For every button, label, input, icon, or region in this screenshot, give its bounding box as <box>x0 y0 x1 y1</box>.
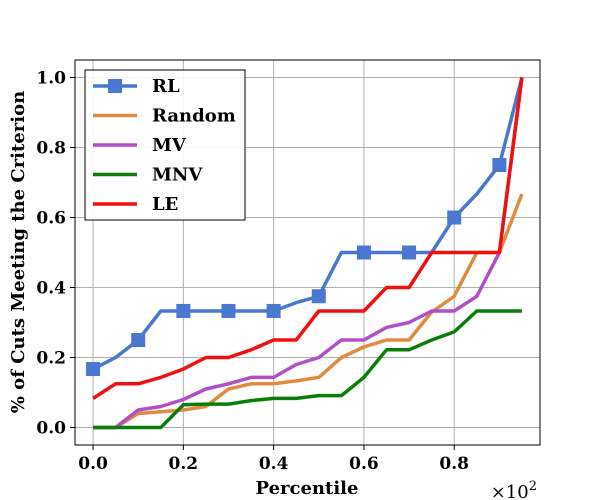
x-tick-label: 0.2 <box>169 454 199 474</box>
x-axis-label: Percentile <box>256 478 359 499</box>
plot-frame <box>74 59 541 446</box>
legend-label-rl: RL <box>152 76 180 97</box>
data-point-rl <box>402 245 417 260</box>
y-tick-label: 0.2 <box>36 349 66 369</box>
data-point-rl <box>492 158 507 172</box>
data-point-rl <box>266 303 281 318</box>
y-axis-label: % of Cuts Meeting the Criterion <box>8 91 29 413</box>
x-tick-label: 0.4 <box>259 454 289 474</box>
legend-marker-rl <box>108 79 122 93</box>
legend-label-mnv: MNV <box>152 165 203 186</box>
data-point-rl <box>356 245 371 260</box>
series-lines <box>86 77 524 430</box>
y-tick-label: 0.6 <box>36 209 66 229</box>
data-point-rl <box>176 303 191 318</box>
y-tick-label: 0.4 <box>36 279 66 299</box>
series-line-mv <box>93 77 524 430</box>
legend: RL Random MV MNV LE <box>84 69 246 221</box>
x-axis-multiplier-base: ×10 <box>491 482 529 500</box>
data-point-rl <box>447 210 462 225</box>
legend-label-random: Random <box>152 106 236 127</box>
axis-ticks: 0.0 0.2 0.4 0.6 0.8 0.0 0.2 0.4 0.6 0.8 1.0 <box>36 69 469 475</box>
x-tick-label: 0.0 <box>78 454 108 474</box>
data-point-rl <box>311 289 326 304</box>
data-point-rl <box>131 333 146 347</box>
series-line-mnv <box>93 309 522 430</box>
x-tick-label: 0.8 <box>439 454 469 474</box>
x-tick-label: 0.6 <box>349 454 379 474</box>
y-tick-label: 0.8 <box>36 139 66 159</box>
series-line-random <box>93 193 524 430</box>
x-axis-multiplier: ×102 <box>491 479 537 500</box>
legend-label-mv: MV <box>152 135 187 156</box>
data-point-rl <box>221 303 236 318</box>
y-tick-label: 0.0 <box>36 419 66 439</box>
y-tick-label: 1.0 <box>36 69 66 89</box>
series-line-le <box>92 77 524 400</box>
x-axis-multiplier-exponent: 2 <box>529 479 537 494</box>
data-point-rl <box>86 362 101 377</box>
legend-label-le: LE <box>152 194 178 215</box>
